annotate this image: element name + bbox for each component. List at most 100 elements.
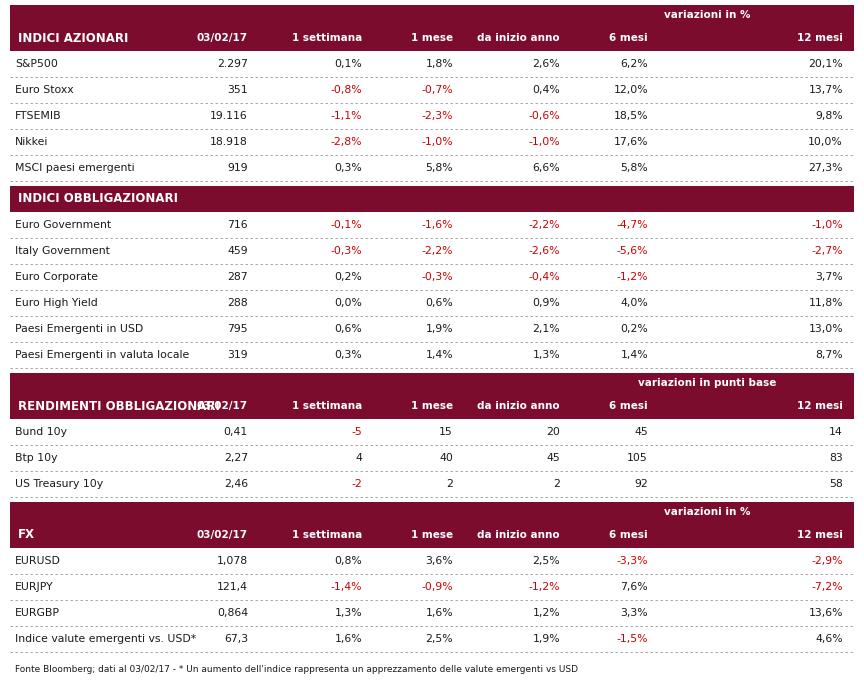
Bar xyxy=(10,77,854,103)
Text: 1 mese: 1 mese xyxy=(411,530,453,540)
Text: 45: 45 xyxy=(546,453,560,463)
Text: 45: 45 xyxy=(634,427,648,437)
Text: -3,3%: -3,3% xyxy=(617,556,648,566)
Text: 1 settimana: 1 settimana xyxy=(292,401,362,411)
Text: 0,9%: 0,9% xyxy=(532,298,560,308)
Text: 919: 919 xyxy=(227,163,248,173)
Text: 1,2%: 1,2% xyxy=(532,608,560,618)
Text: -0,9%: -0,9% xyxy=(422,582,453,592)
Text: 0,0%: 0,0% xyxy=(334,298,362,308)
Text: S&P500: S&P500 xyxy=(15,59,58,69)
Text: 1,9%: 1,9% xyxy=(425,324,453,334)
Text: 12,0%: 12,0% xyxy=(613,85,648,95)
Text: 40: 40 xyxy=(439,453,453,463)
Text: 1 settimana: 1 settimana xyxy=(292,33,362,43)
Text: 19.116: 19.116 xyxy=(210,111,248,121)
Text: 6 mesi: 6 mesi xyxy=(609,530,648,540)
Text: Paesi Emergenti in valuta locale: Paesi Emergenti in valuta locale xyxy=(15,350,189,360)
Text: 0,2%: 0,2% xyxy=(334,272,362,282)
Text: 2,5%: 2,5% xyxy=(532,556,560,566)
Text: 1,6%: 1,6% xyxy=(334,634,362,644)
Bar xyxy=(10,445,854,471)
Text: -2,6%: -2,6% xyxy=(529,246,560,256)
Text: -0,3%: -0,3% xyxy=(330,246,362,256)
Text: Euro High Yield: Euro High Yield xyxy=(15,298,98,308)
Text: -0,6%: -0,6% xyxy=(529,111,560,121)
Text: 3,7%: 3,7% xyxy=(816,272,843,282)
Bar xyxy=(10,103,854,129)
Bar xyxy=(10,373,854,419)
Text: 18,5%: 18,5% xyxy=(613,111,648,121)
Text: -1,6%: -1,6% xyxy=(422,220,453,230)
Text: 0,41: 0,41 xyxy=(224,427,248,437)
Text: 0,864: 0,864 xyxy=(217,608,248,618)
Text: 03/02/17: 03/02/17 xyxy=(197,530,248,540)
Text: variazioni in %: variazioni in % xyxy=(664,507,750,517)
Text: -1,0%: -1,0% xyxy=(422,137,453,147)
Bar xyxy=(10,342,854,368)
Text: 8,7%: 8,7% xyxy=(816,350,843,360)
Text: 03/02/17: 03/02/17 xyxy=(197,33,248,43)
Text: -2,2%: -2,2% xyxy=(529,220,560,230)
Bar xyxy=(10,574,854,600)
Text: Fonte Bloomberg; dati al 03/02/17 - * Un aumento dell'indice rappresenta un appr: Fonte Bloomberg; dati al 03/02/17 - * Un… xyxy=(15,666,578,675)
Text: 6,6%: 6,6% xyxy=(532,163,560,173)
Text: 1,9%: 1,9% xyxy=(532,634,560,644)
Text: 716: 716 xyxy=(227,220,248,230)
Text: 2: 2 xyxy=(446,479,453,489)
Text: -2,3%: -2,3% xyxy=(422,111,453,121)
Text: -1,1%: -1,1% xyxy=(331,111,362,121)
Text: -1,2%: -1,2% xyxy=(617,272,648,282)
Text: -1,4%: -1,4% xyxy=(331,582,362,592)
Bar xyxy=(10,212,854,238)
Text: 5,8%: 5,8% xyxy=(425,163,453,173)
Text: 0,6%: 0,6% xyxy=(425,298,453,308)
Text: 795: 795 xyxy=(227,324,248,334)
Text: 5,8%: 5,8% xyxy=(620,163,648,173)
Text: FTSEMIB: FTSEMIB xyxy=(15,111,61,121)
Text: 67,3: 67,3 xyxy=(224,634,248,644)
Text: Btp 10y: Btp 10y xyxy=(15,453,58,463)
Text: -1,2%: -1,2% xyxy=(529,582,560,592)
Text: Bund 10y: Bund 10y xyxy=(15,427,67,437)
Text: -1,0%: -1,0% xyxy=(529,137,560,147)
Text: -2,2%: -2,2% xyxy=(422,246,453,256)
Bar xyxy=(10,600,854,626)
Text: da inizio anno: da inizio anno xyxy=(478,530,560,540)
Text: -1,0%: -1,0% xyxy=(811,220,843,230)
Text: 17,6%: 17,6% xyxy=(613,137,648,147)
Text: da inizio anno: da inizio anno xyxy=(478,33,560,43)
Bar xyxy=(10,471,854,497)
Text: 13,7%: 13,7% xyxy=(809,85,843,95)
Text: 13,6%: 13,6% xyxy=(809,608,843,618)
Text: 2: 2 xyxy=(553,479,560,489)
Text: 2,1%: 2,1% xyxy=(532,324,560,334)
Text: 0,4%: 0,4% xyxy=(532,85,560,95)
Text: 287: 287 xyxy=(227,272,248,282)
Text: 7,6%: 7,6% xyxy=(620,582,648,592)
Text: MSCI paesi emergenti: MSCI paesi emergenti xyxy=(15,163,135,173)
Text: Paesi Emergenti in USD: Paesi Emergenti in USD xyxy=(15,324,143,334)
Text: -1,5%: -1,5% xyxy=(617,634,648,644)
Text: 27,3%: 27,3% xyxy=(809,163,843,173)
Text: -5: -5 xyxy=(352,427,362,437)
Text: 83: 83 xyxy=(829,453,843,463)
Text: -2,7%: -2,7% xyxy=(811,246,843,256)
Text: 105: 105 xyxy=(627,453,648,463)
Text: -2,8%: -2,8% xyxy=(331,137,362,147)
Text: 20: 20 xyxy=(546,427,560,437)
Text: 6,2%: 6,2% xyxy=(620,59,648,69)
Text: 20,1%: 20,1% xyxy=(809,59,843,69)
Bar xyxy=(10,290,854,316)
Text: -0,4%: -0,4% xyxy=(529,272,560,282)
Text: 1 settimana: 1 settimana xyxy=(292,530,362,540)
Text: 12 mesi: 12 mesi xyxy=(797,530,843,540)
Text: 15: 15 xyxy=(439,427,453,437)
Text: variazioni in punti base: variazioni in punti base xyxy=(638,378,776,388)
Text: 1,3%: 1,3% xyxy=(334,608,362,618)
Text: 1 mese: 1 mese xyxy=(411,401,453,411)
Text: US Treasury 10y: US Treasury 10y xyxy=(15,479,103,489)
Text: 11,8%: 11,8% xyxy=(809,298,843,308)
Bar xyxy=(10,548,854,574)
Text: 1,078: 1,078 xyxy=(217,556,248,566)
